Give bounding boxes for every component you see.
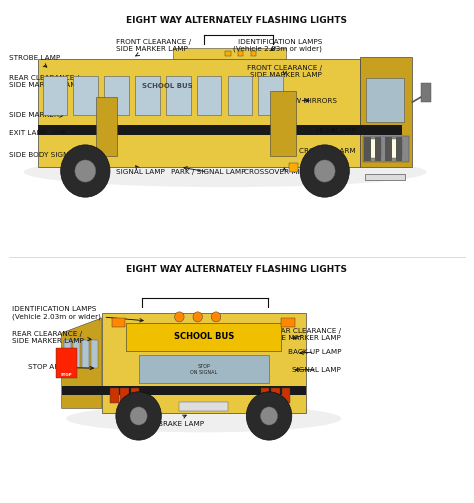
Ellipse shape <box>24 157 427 187</box>
Circle shape <box>300 145 349 197</box>
Circle shape <box>174 312 184 322</box>
Bar <box>91 340 98 368</box>
Bar <box>225 51 230 56</box>
Bar <box>365 137 371 160</box>
Text: EIGHT WAY ALTERNATELY FLASHING LIGHTS: EIGHT WAY ALTERNATELY FLASHING LIGHTS <box>127 265 347 274</box>
Bar <box>102 313 306 413</box>
Bar <box>82 340 89 368</box>
Circle shape <box>314 160 335 182</box>
Text: SCHOOL BUS: SCHOOL BUS <box>173 331 234 341</box>
Bar <box>375 137 381 160</box>
Text: IDENTIFICATION LAMPS
(Vehicle 2.03m or wider): IDENTIFICATION LAMPS (Vehicle 2.03m or w… <box>12 306 143 322</box>
Bar <box>166 76 191 115</box>
Bar <box>38 125 402 134</box>
Circle shape <box>211 312 221 322</box>
Ellipse shape <box>66 404 341 433</box>
Bar <box>127 323 281 351</box>
Text: SIGNAL LAMP: SIGNAL LAMP <box>116 166 165 175</box>
Bar <box>360 57 412 167</box>
Circle shape <box>261 407 278 425</box>
Text: FRONT CLEARANCE /
SIDE MARKER LAMP: FRONT CLEARANCE / SIDE MARKER LAMP <box>116 39 191 56</box>
Bar <box>261 388 269 403</box>
Circle shape <box>116 392 161 440</box>
Text: EXIT LAMP: EXIT LAMP <box>9 130 65 136</box>
Text: CROSSING ARM: CROSSING ARM <box>299 148 356 154</box>
Text: REARVIEW MIRRORS: REARVIEW MIRRORS <box>263 98 337 104</box>
Bar <box>282 388 290 403</box>
Polygon shape <box>62 318 102 408</box>
Bar <box>38 59 360 167</box>
Text: STOP: STOP <box>61 373 72 377</box>
Bar <box>96 97 117 156</box>
Circle shape <box>130 407 147 425</box>
Bar <box>366 139 381 158</box>
Text: BACK UP LAMP: BACK UP LAMP <box>288 349 341 355</box>
Circle shape <box>246 392 292 440</box>
Bar <box>315 163 324 173</box>
Bar <box>110 388 118 403</box>
Text: STROBE LAMP: STROBE LAMP <box>9 55 61 67</box>
Circle shape <box>61 145 110 197</box>
Bar <box>366 78 404 122</box>
Text: IDENTIFICATION LAMPS
(Vehicle 2.03m or wider): IDENTIFICATION LAMPS (Vehicle 2.03m or w… <box>234 39 322 52</box>
Bar <box>62 386 306 395</box>
Text: STOP
ON SIGNAL: STOP ON SIGNAL <box>190 364 218 375</box>
Text: STOP ARM: STOP ARM <box>28 364 93 370</box>
Text: SIDE BODY SIGNAL LAMP: SIDE BODY SIGNAL LAMP <box>9 147 101 158</box>
Bar <box>73 76 98 115</box>
Bar <box>104 76 129 115</box>
Text: TAIL / BRAKE LAMP: TAIL / BRAKE LAMP <box>136 415 204 427</box>
Text: REAR CLEARANCE /
SIDE MARKER LAMP: REAR CLEARANCE / SIDE MARKER LAMP <box>269 328 341 341</box>
Bar <box>365 174 405 180</box>
Bar <box>228 76 252 115</box>
Bar <box>281 318 294 327</box>
Bar <box>135 76 160 115</box>
Bar <box>385 137 392 160</box>
Bar <box>396 137 402 160</box>
Bar <box>387 139 402 158</box>
Bar <box>238 51 244 56</box>
Text: REAR CLEARANCE /
SIDE MARKER LAMP: REAR CLEARANCE / SIDE MARKER LAMP <box>9 75 82 91</box>
Bar <box>224 360 243 375</box>
Bar <box>270 92 296 156</box>
Bar <box>64 340 71 368</box>
Bar <box>120 388 129 403</box>
Bar <box>421 83 431 102</box>
Text: FRONT CLEARANCE /
SIDE MARKER LAMP: FRONT CLEARANCE / SIDE MARKER LAMP <box>247 65 322 78</box>
Circle shape <box>193 312 202 322</box>
Bar <box>289 163 298 173</box>
Text: REAR CLEARANCE /
SIDE MARKER LAMP: REAR CLEARANCE / SIDE MARKER LAMP <box>12 330 91 344</box>
Circle shape <box>75 160 96 182</box>
Bar <box>173 48 286 59</box>
Bar <box>179 402 228 411</box>
Text: SIGNAL LAMP: SIGNAL LAMP <box>292 367 341 373</box>
Bar <box>271 388 280 403</box>
Bar <box>138 355 269 383</box>
Bar <box>131 388 139 403</box>
Text: HEADLAMP: HEADLAMP <box>315 128 356 134</box>
Bar <box>258 76 283 115</box>
Bar <box>363 136 409 161</box>
Bar <box>197 76 221 115</box>
Bar <box>251 51 256 56</box>
Text: CROSSOVER MIRRORS: CROSSOVER MIRRORS <box>244 168 325 175</box>
Text: PARK / SIGNAL LAMP: PARK / SIGNAL LAMP <box>171 166 245 175</box>
Text: SCHOOL BUS: SCHOOL BUS <box>142 83 192 89</box>
Text: EIGHT WAY ALTERNATELY FLASHING LIGHTS: EIGHT WAY ALTERNATELY FLASHING LIGHTS <box>127 16 347 25</box>
Bar <box>112 318 125 327</box>
Bar <box>43 76 67 115</box>
Text: SIDE MARKER: SIDE MARKER <box>9 112 63 118</box>
Bar <box>56 348 77 378</box>
Bar <box>73 340 80 368</box>
